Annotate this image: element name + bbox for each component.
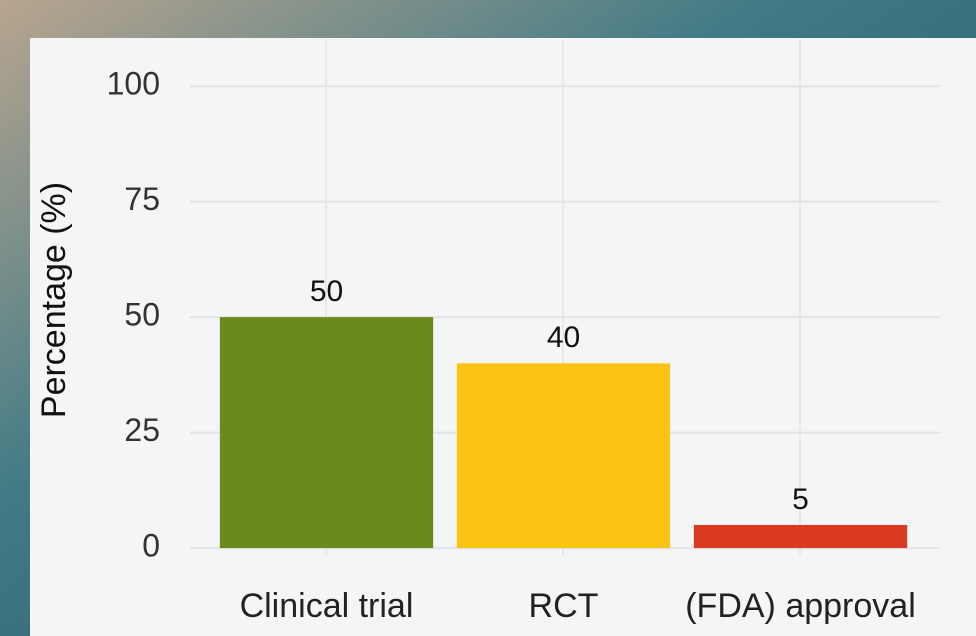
value-label: 40 (547, 321, 580, 354)
bar (694, 525, 907, 548)
bar (220, 317, 433, 548)
x-tick-label: RCT (529, 587, 599, 625)
y-tick-label: 25 (124, 412, 160, 448)
y-tick-label: 75 (124, 181, 160, 217)
value-label: 50 (310, 275, 343, 308)
y-tick-label: 50 (124, 297, 160, 333)
x-tick-label: Clinical trial (240, 587, 414, 625)
y-tick-label: 0 (142, 528, 160, 564)
y-tick-label: 100 (107, 66, 160, 102)
value-label: 5 (792, 483, 809, 516)
x-tick-label: (FDA) approval (685, 587, 916, 625)
chart: Percentage (%) 0 25 50 75 100 50 Clinical tria… (0, 0, 976, 636)
bar (457, 363, 670, 548)
y-axis-label: Percentage (%) (35, 182, 73, 418)
